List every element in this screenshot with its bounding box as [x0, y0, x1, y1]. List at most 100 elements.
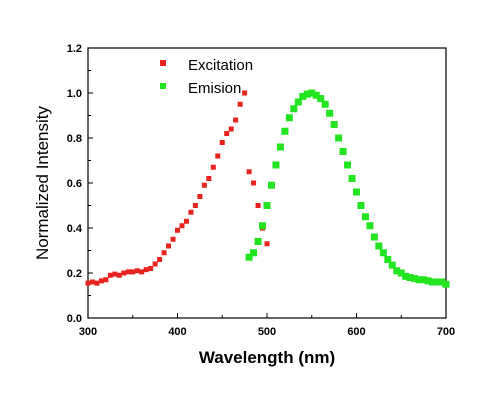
y-axis-label: Normalized Intensity	[33, 106, 52, 261]
data-point	[397, 269, 405, 277]
data-point	[415, 276, 423, 284]
data-point	[254, 238, 262, 245]
legend: Excitation Emision	[160, 57, 253, 97]
data-point	[429, 278, 437, 286]
data-point	[255, 203, 261, 208]
data-point	[98, 278, 104, 284]
data-point	[206, 176, 212, 181]
data-point	[175, 227, 180, 233]
x-axis-label: Wavelength (nm)	[199, 348, 335, 367]
data-point	[215, 153, 221, 159]
y-tick-label: 0.2	[67, 268, 82, 280]
data-point	[339, 148, 347, 155]
data-point	[233, 117, 239, 123]
data-point	[170, 236, 176, 242]
y-tick-label: 1.2	[67, 43, 82, 55]
data-point	[197, 194, 203, 199]
data-point	[152, 261, 158, 267]
x-tick-label: 600	[347, 326, 365, 338]
data-point	[179, 223, 185, 229]
y-tick-label: 0.8	[67, 133, 82, 145]
data-point	[276, 143, 284, 151]
data-point	[116, 272, 122, 278]
data-point	[166, 243, 172, 249]
y-axis-ticks: 0.0 0.2 0.4 0.6 0.8 1.0 1.2	[67, 43, 93, 325]
data-point	[112, 271, 118, 277]
data-point	[433, 278, 441, 286]
y-tick-label: 1.0	[67, 88, 82, 100]
data-point	[424, 277, 432, 285]
data-point	[264, 241, 270, 247]
data-point	[370, 233, 378, 241]
data-point	[139, 269, 145, 275]
y-tick-label: 0.0	[67, 313, 82, 325]
data-point	[94, 280, 100, 286]
data-point	[183, 218, 189, 224]
data-point	[438, 278, 446, 286]
data-point	[224, 131, 230, 136]
data-point	[107, 272, 113, 278]
series-excitation	[85, 90, 270, 286]
data-point	[103, 277, 109, 283]
data-point	[388, 261, 396, 269]
data-point	[348, 175, 356, 182]
data-point	[285, 114, 293, 122]
data-point	[263, 202, 271, 209]
data-point	[357, 202, 365, 209]
data-point	[290, 105, 298, 113]
data-point	[420, 276, 428, 284]
data-point	[402, 272, 410, 280]
x-axis-ticks: 300 400 500 600 700	[79, 313, 455, 338]
data-point	[242, 90, 248, 96]
data-point	[326, 109, 334, 117]
data-point	[219, 140, 225, 145]
legend-label-emision: Emision	[188, 80, 241, 97]
data-point	[125, 269, 131, 275]
data-point	[393, 267, 401, 275]
y-tick-label: 0.6	[67, 178, 82, 190]
data-point	[210, 164, 216, 170]
data-point	[85, 280, 91, 286]
x-tick-label: 300	[79, 326, 97, 338]
x-tick-label: 400	[168, 326, 186, 338]
data-point	[442, 280, 450, 288]
data-point	[406, 274, 414, 281]
data-point	[330, 121, 338, 128]
data-point	[321, 100, 329, 108]
data-point	[130, 269, 136, 275]
plot-frame	[87, 47, 447, 319]
data-point	[344, 161, 352, 169]
data-point	[379, 249, 387, 257]
y-tick-label: 0.4	[67, 223, 83, 235]
data-point	[375, 242, 383, 250]
legend-label-excitation: Excitation	[188, 57, 253, 74]
data-point	[246, 169, 252, 175]
data-point	[143, 267, 149, 273]
data-point	[361, 213, 369, 221]
series-emision	[245, 89, 450, 288]
data-point	[250, 249, 258, 257]
data-point	[245, 253, 253, 261]
legend-marker-excitation	[160, 60, 166, 66]
data-series	[85, 89, 450, 288]
data-point	[134, 268, 140, 274]
x-tick-label: 700	[437, 326, 455, 338]
data-point	[251, 180, 257, 186]
data-point	[267, 181, 275, 189]
data-point	[89, 279, 95, 285]
data-point	[148, 266, 154, 271]
data-point	[121, 270, 127, 276]
data-point	[188, 209, 194, 215]
data-point	[384, 256, 392, 263]
data-point	[308, 89, 316, 97]
data-point	[299, 92, 307, 100]
data-point	[281, 127, 289, 135]
data-point	[272, 161, 280, 169]
data-point	[411, 275, 419, 283]
data-point	[161, 250, 167, 256]
data-point	[335, 134, 343, 142]
data-point	[259, 222, 267, 230]
data-point	[228, 126, 234, 132]
data-point	[353, 188, 360, 196]
